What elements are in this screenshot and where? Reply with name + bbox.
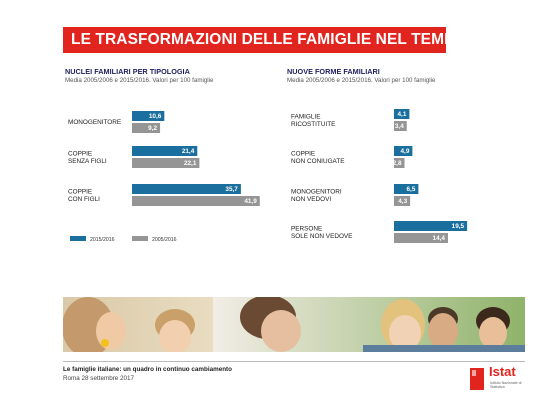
data-label: 4,1 xyxy=(397,111,406,118)
category-label: COPPIE xyxy=(68,150,92,157)
bar-past xyxy=(394,233,448,243)
data-label: 35,7 xyxy=(225,186,238,193)
data-label: 9,2 xyxy=(148,125,157,132)
category-label: COPPIE xyxy=(68,188,92,195)
legend-label: 2005/2016 xyxy=(152,237,177,243)
page-title: LE TRASFORMAZIONI DELLE FAMIGLIE NEL TEM… xyxy=(71,31,467,48)
data-label: 3,4 xyxy=(395,123,404,130)
category-label: NON CONIUGATE xyxy=(291,158,345,165)
data-label: 10,6 xyxy=(149,113,162,120)
chart-title-left: NUCLEI FAMILIARI PER TIPOLOGIA xyxy=(65,67,190,76)
data-label: 19,5 xyxy=(452,223,465,230)
data-label: 21,4 xyxy=(182,148,195,155)
category-label: RICOSTITUITE xyxy=(291,121,335,128)
legend-swatch xyxy=(70,236,86,241)
bar-past xyxy=(394,196,411,206)
footer-divider xyxy=(63,361,525,362)
legend-swatch xyxy=(132,236,148,241)
footer-title: Le famiglie italiane: un quadro in conti… xyxy=(63,366,232,373)
istat-logo-icon xyxy=(470,368,484,390)
category-label: SENZA FIGLI xyxy=(68,158,107,165)
category-label: MONOGENITORI xyxy=(291,188,342,195)
data-label: 4,3 xyxy=(398,198,407,205)
category-label: NON VEDOVI xyxy=(291,196,331,203)
bar-recent xyxy=(394,109,410,119)
data-label: 6,5 xyxy=(406,186,415,193)
bar-past xyxy=(132,196,260,206)
category-label: FAMIGLIE xyxy=(291,113,320,120)
data-label: 4,9 xyxy=(400,148,409,155)
chart-subtitle-right: Media 2005/2006 e 2015/2016. Valori per … xyxy=(287,77,436,84)
family-photo-image xyxy=(63,297,525,352)
family-photo-strip xyxy=(63,297,525,352)
chart-subtitle-left: Media 2005/2006 e 2015/2016. Valori per … xyxy=(65,77,214,84)
category-label: CON FIGLI xyxy=(68,196,100,203)
data-label: 22,1 xyxy=(184,160,197,167)
bar-recent xyxy=(132,146,198,156)
bar-past xyxy=(132,123,161,133)
data-label: 41,9 xyxy=(244,198,257,205)
category-label: SOLE NON VEDOVE xyxy=(291,233,352,240)
bar-past xyxy=(394,158,405,168)
category-label: PERSONE xyxy=(291,225,322,232)
logo-subtitle: Istituto Nazionale di Statistica xyxy=(490,381,522,389)
category-label: MONOGENITORE xyxy=(68,119,121,126)
bar-past xyxy=(132,158,200,168)
footer-date: Roma 28 settembre 2017 xyxy=(63,375,135,382)
title-banner: LE TRASFORMAZIONI DELLE FAMIGLIE NEL TEM… xyxy=(63,27,467,53)
chart-title-right: NUOVE FORME FAMILIARI xyxy=(287,67,380,76)
data-label: 2,8 xyxy=(393,160,402,167)
bar-past xyxy=(394,121,407,131)
bar-recent xyxy=(132,184,241,194)
legend-label: 2015/2016 xyxy=(90,237,115,243)
category-label: COPPIE xyxy=(291,150,315,157)
data-label: 14,4 xyxy=(433,235,446,242)
bar-recent xyxy=(394,221,468,231)
bar-recent xyxy=(394,146,413,156)
logo-name: Istat xyxy=(489,364,516,379)
bar-recent xyxy=(394,184,419,194)
bar-recent xyxy=(132,111,165,121)
